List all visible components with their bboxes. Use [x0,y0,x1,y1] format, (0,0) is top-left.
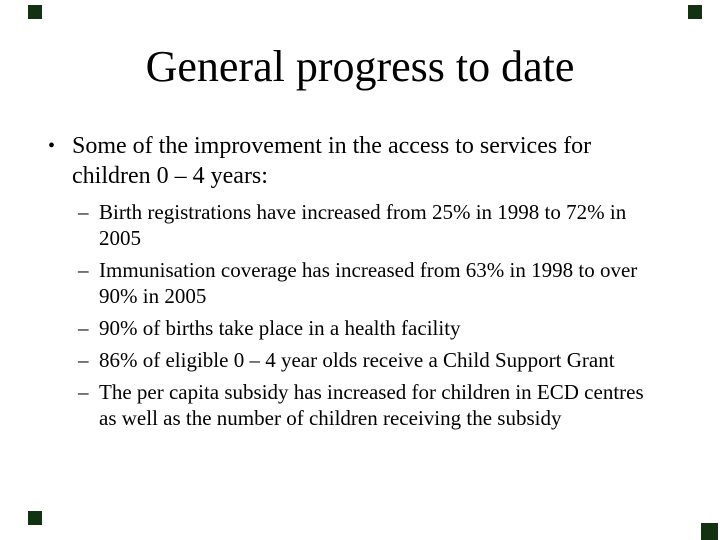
corner-square-bottom-left [28,511,42,525]
sub-bullet-list: – Birth registrations have increased fro… [78,199,688,431]
bullet-item: • Some of the improvement in the access … [48,131,688,191]
corner-square-top-right [688,5,702,19]
sub-bullet-text: 86% of eligible 0 – 4 year olds receive … [99,348,615,372]
dash-marker-icon: – [78,258,89,282]
sub-bullet-item: – 86% of eligible 0 – 4 year olds receiv… [78,347,688,373]
corner-square-top-left [28,5,42,19]
dash-marker-icon: – [78,316,89,340]
sub-bullet-item: – The per capita subsidy has increased f… [78,379,688,431]
bullet-marker-icon: • [48,135,56,157]
sub-bullet-text: 90% of births take place in a health fac… [99,316,461,340]
dash-marker-icon: – [78,348,89,372]
corner-square-bottom-right [701,523,718,540]
sub-bullet-item: – 90% of births take place in a health f… [78,315,688,341]
dash-marker-icon: – [78,200,89,224]
bullet-text: Some of the improvement in the access to… [72,133,592,189]
sub-bullet-item: – Birth registrations have increased fro… [78,199,688,251]
sub-bullet-text: Immunisation coverage has increased from… [99,258,638,308]
slide-title: General progress to date [145,42,575,91]
sub-bullet-item: – Immunisation coverage has increased fr… [78,257,688,309]
dash-marker-icon: – [78,380,89,404]
sub-bullet-text: The per capita subsidy has increased for… [99,380,644,430]
slide-body: • Some of the improvement in the access … [48,131,688,431]
sub-bullet-text: Birth registrations have increased from … [99,200,627,250]
